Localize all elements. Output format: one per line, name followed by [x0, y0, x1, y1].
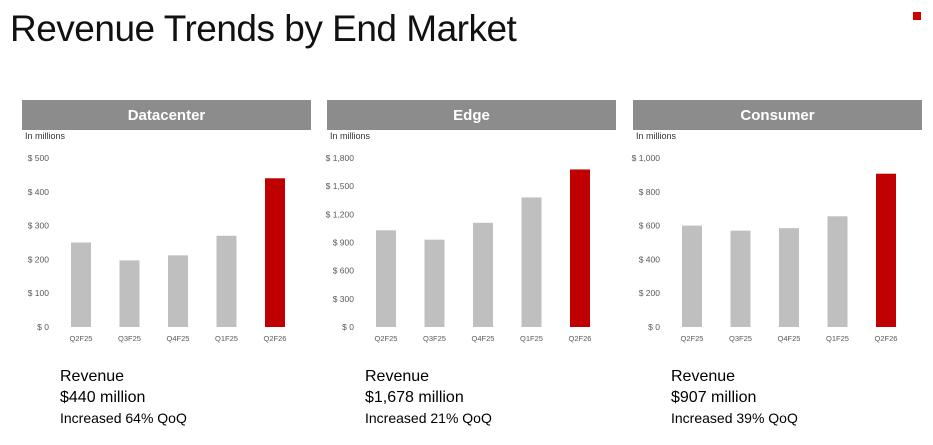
bar	[168, 255, 188, 327]
y-tick-label: $ 1,200	[326, 209, 355, 219]
bar	[376, 230, 396, 327]
y-tick-label: $ 0	[648, 322, 660, 332]
bar	[730, 230, 751, 327]
caption-label: Revenue	[365, 368, 430, 385]
caption-label: Revenue	[671, 368, 736, 385]
x-tick-label: Q2F25	[681, 334, 704, 343]
y-tick-label: $ 0	[37, 322, 49, 332]
x-tick-label: Q3F25	[118, 334, 141, 343]
x-tick-label: Q4F25	[472, 334, 495, 343]
y-tick-label: $ 1,500	[326, 181, 355, 191]
bar	[682, 225, 702, 327]
y-tick-label: $ 400	[28, 187, 50, 197]
y-tick-label: $ 0	[342, 322, 354, 332]
y-tick-label: $ 900	[333, 238, 355, 248]
highlight-bar	[265, 178, 285, 327]
units-label: In millions	[636, 131, 677, 141]
caption-change: Increased 21% QoQ	[365, 410, 492, 426]
x-tick-label: Q1F25	[215, 334, 238, 343]
y-tick-label: $ 300	[28, 221, 50, 231]
datacenter-panel: Datacenter In millions $ 0 $ 100 $ 200 $ 30…	[22, 100, 311, 445]
x-tick-label: Q1F25	[826, 334, 849, 343]
y-tick-label: $ 600	[333, 266, 355, 276]
x-tick-label: Q1F25	[520, 334, 543, 343]
bar	[424, 239, 445, 327]
consumer-bar-chart: $ 0 $ 200 $ 400 $ 600 $ 800 $ 1,000 Q2F25 Q3F25…	[632, 153, 898, 343]
x-tick-label: Q2F26	[569, 334, 592, 343]
bar	[827, 216, 848, 327]
x-tick-label: Q2F26	[875, 334, 898, 343]
revenue-caption: Revenue $440 million Increased 64% QoQ	[60, 366, 187, 428]
units-label: In millions	[25, 131, 66, 141]
y-tick-label: $ 300	[333, 294, 355, 304]
x-tick-label: Q3F25	[423, 334, 446, 343]
edge-panel: Edge In millions $ 0 $ 300 $ 600 $ 900 $ 1,2…	[326, 100, 616, 445]
y-tick-label: $ 1,000	[632, 153, 661, 163]
caption-value: $907 million	[671, 389, 757, 406]
x-tick-label: Q3F25	[729, 334, 752, 343]
bar	[216, 235, 237, 327]
y-tick-label: $ 800	[639, 187, 661, 197]
bar	[473, 222, 493, 327]
highlight-bar	[876, 173, 896, 327]
x-tick-label: Q4F25	[778, 334, 801, 343]
panel-title: Edge	[327, 100, 616, 130]
revenue-caption: Revenue $907 million Increased 39% QoQ	[671, 366, 798, 428]
caption-change: Increased 64% QoQ	[60, 410, 187, 426]
caption-value: $440 million	[60, 389, 146, 406]
page-title: Revenue Trends by End Market	[10, 8, 517, 49]
slide-corner-mark	[913, 12, 921, 20]
panel-title: Datacenter	[22, 100, 311, 130]
y-tick-label: $ 600	[639, 221, 661, 231]
consumer-panel: Consumer In millions $ 0 $ 200 $ 400 $ 600 $…	[632, 100, 922, 445]
panel-title: Consumer	[633, 100, 922, 130]
x-tick-label: Q2F25	[375, 334, 398, 343]
y-tick-label: $ 200	[28, 254, 50, 264]
y-tick-label: $ 500	[28, 153, 50, 163]
y-tick-label: $ 100	[28, 288, 50, 298]
x-tick-label: Q2F25	[70, 334, 93, 343]
edge-bar-chart: $ 0 $ 300 $ 600 $ 900 $ 1,200 $ 1,500 $ 1,800 Q…	[326, 153, 592, 343]
y-tick-label: $ 200	[639, 288, 661, 298]
highlight-bar	[570, 169, 590, 327]
units-label: In millions	[330, 131, 371, 141]
revenue-caption: Revenue $1,678 million Increased 21% QoQ	[365, 366, 492, 428]
bar	[71, 242, 91, 327]
x-tick-label: Q2F26	[264, 334, 287, 343]
y-tick-label: $ 400	[639, 254, 661, 264]
datacenter-bar-chart: $ 0 $ 100 $ 200 $ 300 $ 400 $ 500 Q2F25 Q3F25 Q4…	[28, 153, 287, 343]
caption-value: $1,678 million	[365, 389, 464, 406]
caption-change: Increased 39% QoQ	[671, 410, 798, 426]
caption-label: Revenue	[60, 368, 125, 385]
bar	[119, 260, 140, 327]
x-tick-label: Q4F25	[167, 334, 190, 343]
bar	[779, 228, 799, 327]
y-tick-label: $ 1,800	[326, 153, 355, 163]
bar	[521, 197, 542, 327]
